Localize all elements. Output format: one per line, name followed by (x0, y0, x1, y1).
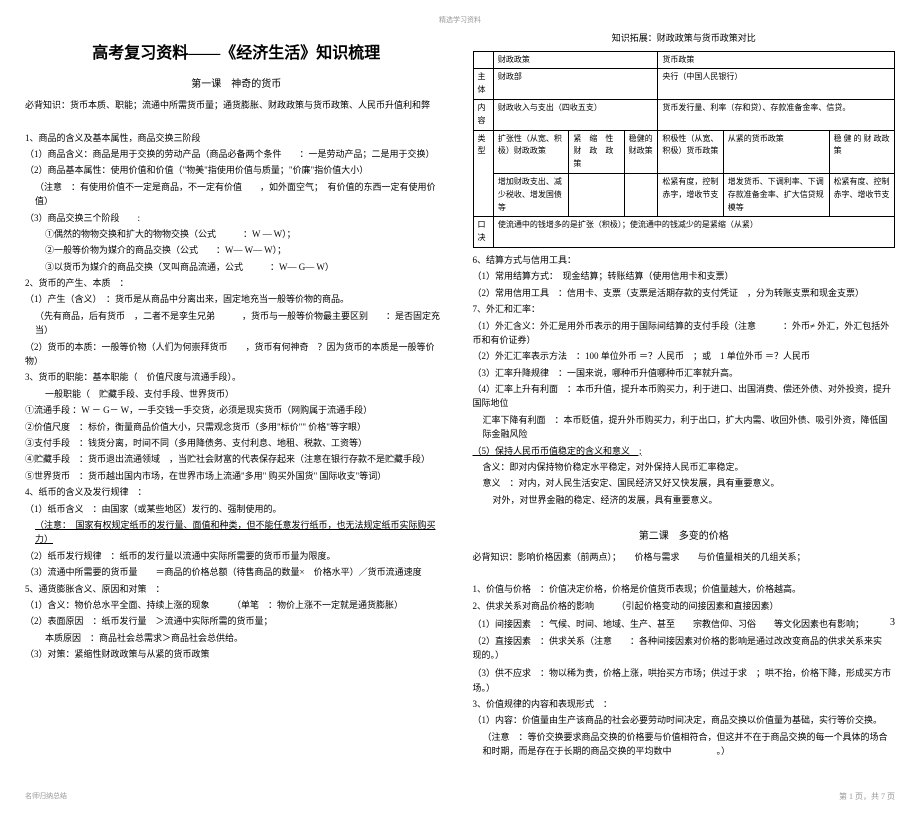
s2: 2、货币的产生、本质 ： (25, 276, 448, 290)
lesson1-intro: 必背知识：货币本质、职能；流通中所需货币量；通货膨胀、财政政策与货币政策、人民币… (25, 98, 448, 112)
cell: 货币政策 (658, 51, 895, 69)
cell: 扩张性（从宽、积极）财政政策 (493, 130, 568, 173)
cell: 松紧有度、控制赤字、增收节支 (829, 173, 894, 216)
s1-3c: ③以货币为媒介的商品交换（叉叫商品流通，公式 ：W— G— W） (45, 260, 448, 274)
s4-1u: （注意： 国家有权规定纸币的发行量、面值和种类，但不能任意发行纸币，也无法规定纸… (35, 518, 448, 547)
s3-4: ④贮藏手段 ：货币退出流通领域 ，当贮社会财富的代表保存起来（注意在银行存款不是… (25, 452, 448, 466)
left-column: 高考复习资料——《经济生活》知识梳理 第一课 神奇的货币 必背知识：货币本质、职… (25, 31, 448, 760)
s5: 5、通货膨胀含义、原因和对策 ： (25, 582, 448, 596)
l2-s1: 1、价值与价格 ：价值决定价格，价格是价值货币表现；价值量越大，价格越高。 (473, 582, 896, 596)
footer-left: 名师归纳总结 (25, 791, 67, 804)
s3-3: ③支付手段 ：钱货分离，时间不同（多用降债务、支付利息、地租、税款、工资等） (25, 436, 448, 450)
s1: 1、商品的含义及基本属性，商品交换三阶段 (25, 131, 448, 145)
cell: 央行（中国人民银行） (658, 69, 895, 100)
s7-5a: 含义：即对内保持物价稳定水平稳定，对外保持人民币汇率稳定。 (483, 460, 896, 474)
s3: 3、货币的职能：基本职能（ 价值尺度与流通手段）。 (25, 370, 448, 384)
s4-3: （3）流通中所需要的货币量 ＝商品的价格总额（待售商品的数量× 价格水平）／货币… (25, 565, 448, 579)
s4-1: （1）纸币含义 ：由国家（或某些地区）发行的、强制使用的。 (25, 502, 448, 516)
l2-s2-2: （2）直接因素 ：供求关系（注意 ：各种间接因素对价格的影响是通过改改变商品的供… (473, 634, 883, 663)
s3-1: ①流通手段 ：W － G－ W，一手交钱一手交货，必须是现实货币（网购属于流通手… (25, 403, 448, 417)
cell: 增加财政支出、减少税收、增发国债等 (493, 173, 568, 216)
table-caption: 知识拓展：财政政策与货币政策对比 (473, 31, 896, 45)
cell: 内容 (473, 99, 493, 130)
s4-2: （2）纸币发行规律 ：纸币的发行量以流通中实际所需要的货币币量为限度。 (25, 549, 448, 563)
l2-s3-1a: （注意 ：等价交换要求商品交换的价格要与价值相符合，但这并不在于商品交换的每一个… (483, 730, 896, 759)
policy-table: 财政政策 货币政策 主体 财政部 央行（中国人民银行） 内容 财政收入与支出（四… (473, 51, 896, 248)
main-title: 高考复习资料——《经济生活》知识梳理 (25, 41, 448, 67)
right-column: 知识拓展：财政政策与货币政策对比 财政政策 货币政策 主体 财政部 央行（中国人… (473, 31, 896, 760)
l2-s3-1: （1）内容：价值量由生产该商品的社会必要劳动时间决定，商品交换以价值量为基础，实… (473, 713, 896, 727)
s5-1: （1）含义：物价总水平全面、持续上涨的现象 （单笔 ：物价上涨不一定就是通货膨胀… (25, 598, 448, 612)
cell: 货币发行量、利率（存和贷）、存款准备金率、信贷。 (658, 99, 895, 130)
l2-s2-1: （1）间接因素 ：气候、时间、地域、生产、甚至 宗教信仰、习俗 等文化因素也有影… (473, 617, 883, 631)
s6-1: （1）常用结算方式： 现金结算；转账结算（使用信用卡和支票） (473, 269, 896, 283)
s7-3: （3）汇率升降规律 ：一国来说，哪种币升值哪种币汇率就升高。 (473, 366, 896, 380)
cell: 稳健的财政策 (624, 130, 658, 173)
table-row: 内容 财政收入与支出（四收五支） 货币发行量、利率（存和贷）、存款准备金率、信贷… (473, 99, 895, 130)
s6: 6、结算方式与信用工具： (473, 253, 896, 267)
s1-3a: ①偶然的物物交换和扩大的物物交换（公式 ：W — W）； (45, 227, 448, 241)
l2-s3: 3、价值规律的内容和表现形式 ： (473, 697, 896, 711)
s7-4b: 汇率下降有利面 ：本币贬值，提升外币购买力，利于出口，扩大内需、收回外债、吸引外… (483, 413, 896, 442)
cell: 增发货币、下调利率、下调存款准备金率、扩大信贷规模等 (723, 173, 829, 216)
s2-1: （1）产生（含义） ：货币是从商品中分离出来，固定地充当一般等价物的商品。 (25, 292, 448, 306)
l2-s2-3: （3）供不应求 ：物以稀为贵，价格上涨，哄抬买方市场；供过于求 ；哄不抬，价格下… (473, 666, 896, 695)
s7-2: （2）外汇汇率表示方法 ：100 单位外币 ＝？人民币 ；或 1 单位外币 ＝？… (473, 349, 896, 363)
two-column-layout: 高考复习资料——《经济生活》知识梳理 第一课 神奇的货币 必背知识：货币本质、职… (25, 31, 895, 760)
cell: 类型 (473, 130, 493, 217)
cell: 稳 健 的 财 政政策 (829, 130, 894, 173)
table-row: 增加财政支出、减少税收、增发国债等 松紧有度，控制赤字，增收节支 增发货币、下调… (473, 173, 895, 216)
s1-3: （3）商品交换三个阶段 : (25, 211, 448, 225)
table-row: 主体 财政部 央行（中国人民银行） (473, 69, 895, 100)
cell: 积极性（从宽、积极）货币政策 (658, 130, 723, 173)
table-row: 类型 扩张性（从宽、积极）财政政策 紧 缩 性财 政 政策 稳健的财政策 积极性… (473, 130, 895, 173)
s3a: 一般职能（ 贮藏手段、支付手段、世界货币） (45, 387, 448, 401)
s7: 7、外汇和汇率： (473, 302, 896, 316)
s1-note: （注意 ：有使用价值不一定是商品，不一定有价值 ，如外面空气； 有价值的东西一定… (35, 180, 448, 209)
cell: 财政部 (493, 69, 658, 100)
s1-2: （2）商品基本属性：使用价值和价值（"物美"指使用价值与质量；"价廉"指价值大小… (25, 163, 448, 177)
lesson1-title: 第一课 神奇的货币 (25, 77, 448, 93)
l2-s2: 2、供求关系对商品价格的影响 （引起价格变动的间接因素和直接因素） (473, 599, 896, 613)
cell: 紧 缩 性财 政 政策 (569, 130, 624, 173)
s5-3: （3）对策：紧缩性财政政策与从紧的货币政策 (25, 647, 448, 661)
s6-2: （2）常用信用工具 ：信用卡、支票（支票是活期存款的支付凭证 ，分为转账支票和现… (473, 286, 896, 300)
s1-3b: ②一般等价物为媒介的商品交换（公式 ：W— W— W）； (45, 243, 448, 257)
cell: 口决 (473, 217, 493, 248)
cell: 使流通中的钱增多的是扩张（积极）；使流通中的钱减少的是紧缩（从紧） (493, 217, 894, 248)
lesson2-intro: 必背知识：影响价格因素（前两点）； 价格与需求 与价值量相关的几组关系； (473, 550, 896, 564)
cell: 主体 (473, 69, 493, 100)
table-row: 口决 使流通中的钱增多的是扩张（积极）；使流通中的钱减少的是紧缩（从紧） (473, 217, 895, 248)
s3-5: ⑤世界货币 ：货币越出国内市场，在世界市场上流通"多用" 购买外国货" 国际收支… (25, 469, 448, 483)
cell: 财政收入与支出（四收五支） (493, 99, 658, 130)
cell: 松紧有度，控制赤字，增收节支 (658, 173, 723, 216)
s7-5: （5）保持人民币币值稳定的含义和意义 ; (473, 444, 896, 458)
side-number: 3 (890, 615, 895, 631)
s7-5b: 意义 ：对内，对人民生活安定、国民经济又好又快发展，具有重要意义。 (483, 476, 896, 490)
s3-2: ②价值尺度 ：标价，衡量商品价值大小，只需观念货币（多用"标价"" 价格"等字眼… (25, 420, 448, 434)
s4: 4、纸币的含义及发行规律 ： (25, 485, 448, 499)
lesson2-title: 第二课 多变的价格 (473, 529, 896, 545)
s5-2a: 本质原因 ：商品社会总需求＞商品社会总供给。 (45, 631, 448, 645)
s7-1: （1）外汇含义：外汇是用外币表示的用于国际间结算的支付手段（注意 ：外币≠ 外汇… (473, 319, 896, 348)
s5-2: （2）表面原因 ：纸币发行量 ＞流通中实际所需的货币量； (25, 614, 448, 628)
cell (624, 173, 658, 216)
s2-2: （2）货币的本质：一般等价物（人们为何崇拜货币 ，货币有何神奇 ？因为货币的本质… (25, 340, 448, 369)
s7-4: （4）汇率上升有利面 ：本币升值，提升本币购买力，利于进口、出国消费、偿还外债、… (473, 382, 896, 411)
s1-1: （1）商品含义：商品是用于交换的劳动产品（商品必备两个条件 ：一是劳动产品；二是… (25, 147, 448, 161)
s2-1a: （先有商品，后有货币 ，二者不是孪生兄弟 ，货币与一般等价物最主要区别 ：是否固… (35, 309, 448, 338)
header-watermark: 精选学习资料 (25, 15, 895, 26)
table-row: 财政政策 货币政策 (473, 51, 895, 69)
s7-5c: 对外，对世界金融的稳定、经济的发展，具有重要意义。 (493, 493, 896, 507)
cell (473, 51, 493, 69)
footer-right: 第 1 页，共 7 页 (839, 791, 895, 804)
cell: 从紧的货币政策 (723, 130, 829, 173)
cell: 财政政策 (493, 51, 658, 69)
footer: 名师归纳总结 第 1 页，共 7 页 (25, 791, 895, 804)
cell (569, 173, 624, 216)
